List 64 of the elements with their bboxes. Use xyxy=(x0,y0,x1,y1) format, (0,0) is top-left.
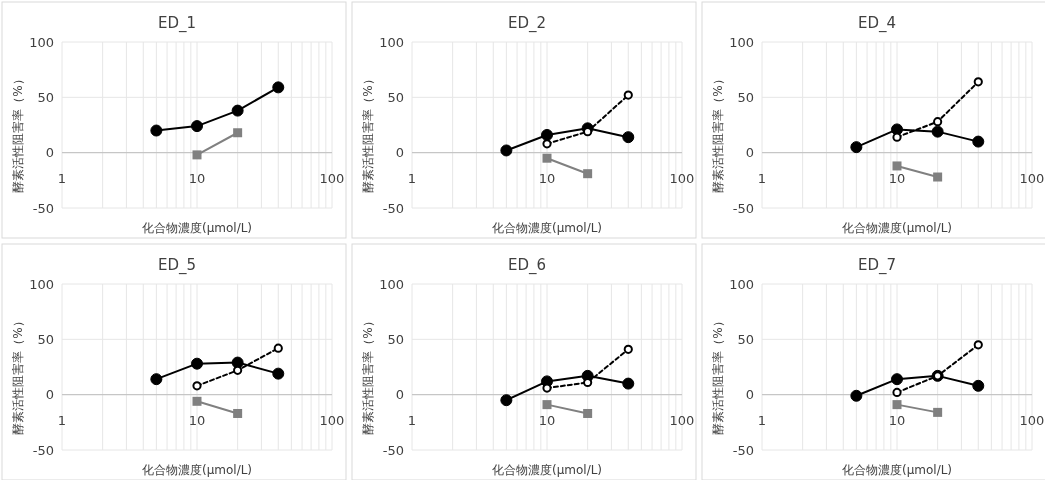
x-tick-label: 1 xyxy=(757,170,767,186)
x-tick-label: 10 xyxy=(888,412,906,428)
x-axis-title: 化合物濃度(μmol/L) xyxy=(841,463,953,477)
x-axis-title: 化合物濃度(μmol/L) xyxy=(141,463,253,477)
y-tick-label: 0 xyxy=(745,387,754,403)
x-tick-label: 10 xyxy=(188,170,206,186)
y-tick-label: 0 xyxy=(745,145,754,161)
chart-title: ED_7 xyxy=(857,256,897,275)
y-tick-label: 50 xyxy=(37,331,54,347)
x-axis-title: 化合物濃度(μmol/L) xyxy=(491,221,603,235)
x-tick-label: 100 xyxy=(1019,412,1045,428)
chart-title: ED_6 xyxy=(507,256,547,275)
x-tick-label: 100 xyxy=(319,412,345,428)
y-tick-label: 50 xyxy=(737,89,754,105)
y-tick-label: -50 xyxy=(732,200,754,216)
y-tick-label: 0 xyxy=(45,145,54,161)
point xyxy=(150,124,163,137)
y-tick-label: 100 xyxy=(379,34,404,50)
chart-title: ED_2 xyxy=(507,14,547,33)
chart-title: ED_5 xyxy=(157,256,197,275)
y-axis-title: 酵素活性阻害率（%） xyxy=(11,315,25,435)
y-tick-label: 0 xyxy=(395,145,404,161)
y-tick-label: -50 xyxy=(32,442,54,458)
y-tick-label: 0 xyxy=(45,387,54,403)
point xyxy=(231,104,244,117)
y-tick-label: 100 xyxy=(29,276,54,292)
x-tick-label: 10 xyxy=(188,412,206,428)
x-axis-title: 化合物濃度(μmol/L) xyxy=(491,463,603,477)
y-axis-title: 酵素活性阻害率（%） xyxy=(11,73,25,193)
x-axis-title: 化合物濃度(μmol/L) xyxy=(841,221,953,235)
x-tick-label: 100 xyxy=(319,170,345,186)
point xyxy=(191,120,203,133)
x-tick-label: 1 xyxy=(57,170,67,186)
y-tick-label: 50 xyxy=(737,331,754,347)
y-tick-label: 0 xyxy=(395,387,404,403)
x-tick-label: 10 xyxy=(538,412,556,428)
chart-title: ED_1 xyxy=(157,14,197,33)
y-tick-label: 50 xyxy=(387,89,404,105)
x-tick-label: 10 xyxy=(538,170,556,186)
x-tick-label: 100 xyxy=(669,412,695,428)
x-tick-label: 1 xyxy=(757,412,767,428)
y-tick-label: 50 xyxy=(387,331,404,347)
y-tick-label: -50 xyxy=(382,200,404,216)
y-tick-label: 100 xyxy=(379,276,404,292)
y-axis-title: 酵素活性阻害率（%） xyxy=(711,315,725,435)
x-tick-label: 100 xyxy=(669,170,695,186)
y-tick-label: 100 xyxy=(29,34,54,50)
x-tick-label: 100 xyxy=(1019,170,1045,186)
x-tick-label: 1 xyxy=(407,170,417,186)
y-axis-title: 酵素活性阻害率（%） xyxy=(361,315,375,435)
y-tick-label: 50 xyxy=(37,89,54,105)
x-tick-label: 1 xyxy=(407,412,417,428)
y-tick-label: 100 xyxy=(729,34,754,50)
point xyxy=(272,81,285,94)
y-axis-title: 酵素活性阻害率（%） xyxy=(361,73,375,193)
x-axis-title: 化合物濃度(μmol/L) xyxy=(141,221,253,235)
y-tick-label: -50 xyxy=(382,442,404,458)
chart-title: ED_4 xyxy=(857,14,897,33)
x-tick-label: 10 xyxy=(888,170,906,186)
y-tick-label: -50 xyxy=(732,442,754,458)
y-tick-label: 100 xyxy=(729,276,754,292)
x-tick-label: 1 xyxy=(57,412,67,428)
y-tick-label: -50 xyxy=(32,200,54,216)
y-axis-title: 酵素活性阻害率（%） xyxy=(711,73,725,193)
